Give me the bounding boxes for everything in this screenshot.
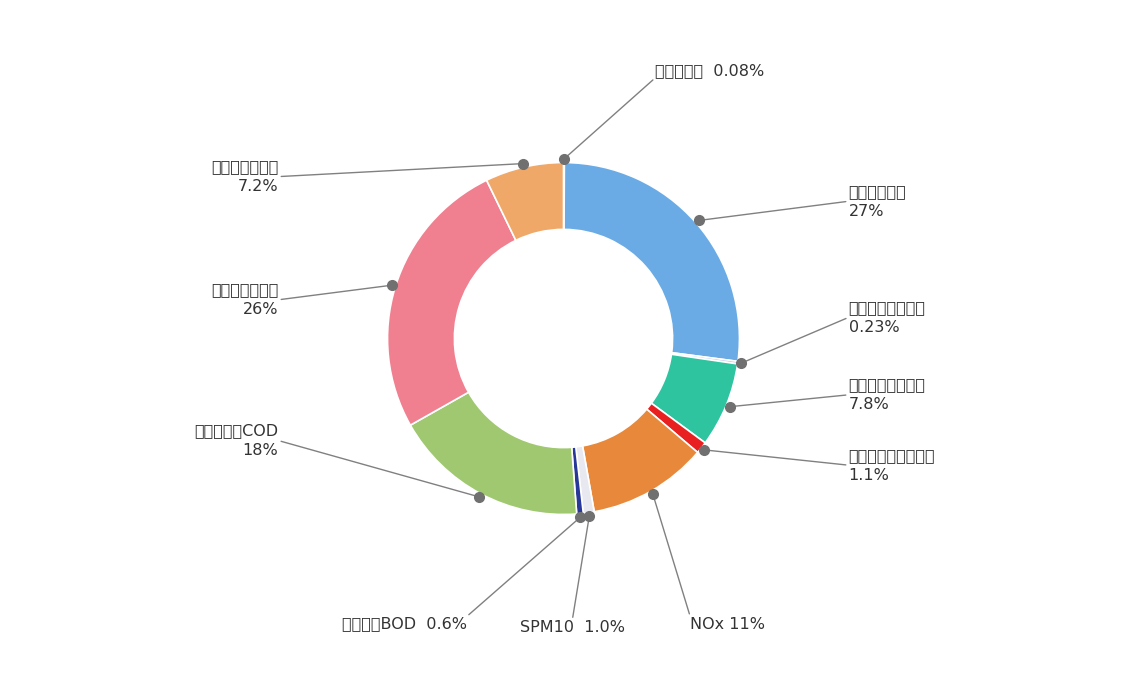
Wedge shape: [651, 354, 737, 443]
Text: 海域等へのCOD
18%: 海域等へのCOD 18%: [194, 423, 278, 458]
Wedge shape: [672, 353, 738, 364]
Text: オゾン層破壊物質
0.23%: オゾン層破壊物質 0.23%: [849, 300, 925, 335]
Wedge shape: [571, 447, 584, 514]
Text: SPM10  1.0%: SPM10 1.0%: [520, 620, 624, 635]
Wedge shape: [487, 162, 564, 240]
Wedge shape: [388, 180, 516, 425]
Text: 海域等への窒素
26%: 海域等への窒素 26%: [211, 282, 278, 318]
Text: 埋立廃棄物  0.08%: 埋立廃棄物 0.08%: [655, 63, 764, 78]
Text: 温室効果ガス
27%: 温室効果ガス 27%: [849, 184, 906, 219]
Wedge shape: [564, 162, 739, 362]
Wedge shape: [576, 446, 594, 513]
Text: 有害大気汚染物質
7.8%: 有害大気汚染物質 7.8%: [849, 377, 925, 412]
Text: 海域等へのリン
7.2%: 海域等へのリン 7.2%: [211, 159, 278, 194]
Text: 光化学オキシダント
1.1%: 光化学オキシダント 1.1%: [849, 447, 935, 483]
Wedge shape: [583, 409, 698, 512]
Wedge shape: [647, 403, 706, 452]
Text: NOx 11%: NOx 11%: [690, 617, 765, 632]
Text: 河川へのBOD  0.6%: 河川へのBOD 0.6%: [341, 617, 467, 632]
Wedge shape: [410, 392, 577, 515]
